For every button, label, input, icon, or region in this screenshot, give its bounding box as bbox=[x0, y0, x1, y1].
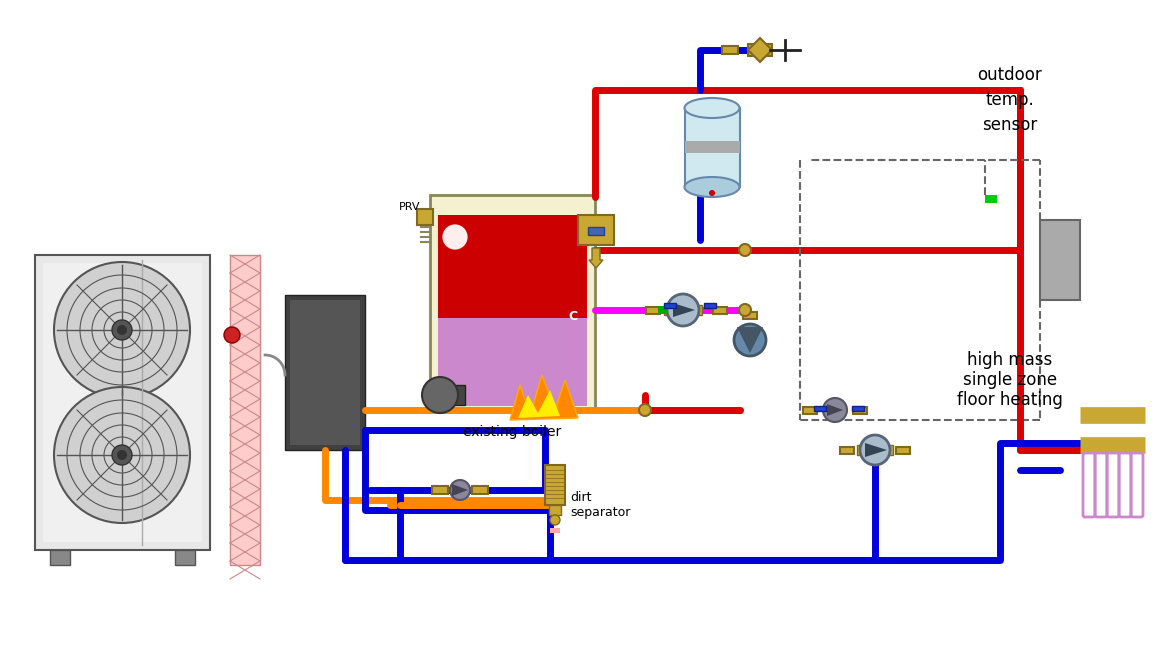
Bar bbox=[472, 486, 488, 494]
Circle shape bbox=[117, 450, 128, 460]
Circle shape bbox=[667, 294, 698, 326]
Bar bbox=[853, 407, 867, 414]
Bar bbox=[665, 305, 670, 315]
Bar bbox=[431, 195, 596, 410]
Text: existing boiler: existing boiler bbox=[463, 425, 562, 439]
Bar bbox=[1040, 220, 1080, 300]
Circle shape bbox=[441, 223, 469, 251]
Bar bbox=[856, 445, 863, 455]
Circle shape bbox=[734, 324, 766, 356]
Polygon shape bbox=[827, 404, 844, 416]
Bar bbox=[589, 227, 604, 235]
Bar bbox=[43, 263, 202, 542]
Bar bbox=[578, 215, 614, 245]
Circle shape bbox=[54, 387, 190, 523]
Polygon shape bbox=[748, 38, 772, 62]
Bar bbox=[814, 406, 826, 411]
Bar bbox=[665, 303, 676, 308]
Bar bbox=[704, 303, 716, 308]
Bar bbox=[545, 465, 565, 505]
Circle shape bbox=[709, 190, 715, 196]
Ellipse shape bbox=[684, 98, 739, 118]
Bar bbox=[549, 505, 560, 515]
Polygon shape bbox=[737, 327, 763, 353]
Bar bbox=[658, 306, 668, 314]
Bar bbox=[550, 528, 560, 533]
Bar bbox=[743, 312, 757, 319]
Text: dirt
separator: dirt separator bbox=[570, 491, 631, 519]
Circle shape bbox=[739, 244, 751, 256]
Circle shape bbox=[550, 515, 560, 525]
Circle shape bbox=[422, 377, 457, 413]
Bar bbox=[722, 46, 738, 54]
Bar bbox=[230, 255, 260, 565]
Bar bbox=[713, 307, 727, 314]
Text: temp.: temp. bbox=[985, 91, 1034, 109]
Polygon shape bbox=[865, 443, 887, 457]
Bar bbox=[438, 215, 587, 318]
Bar bbox=[985, 195, 997, 203]
Circle shape bbox=[823, 398, 847, 422]
Bar bbox=[290, 300, 360, 445]
Bar bbox=[887, 445, 893, 455]
Circle shape bbox=[860, 435, 890, 465]
Ellipse shape bbox=[684, 177, 739, 197]
Text: C: C bbox=[569, 311, 578, 324]
Polygon shape bbox=[452, 484, 468, 496]
Bar bbox=[432, 486, 448, 494]
Bar bbox=[417, 209, 433, 225]
Circle shape bbox=[112, 320, 132, 340]
Text: single zone: single zone bbox=[963, 371, 1057, 389]
Text: sensor: sensor bbox=[983, 116, 1038, 134]
Bar bbox=[285, 295, 365, 450]
Circle shape bbox=[739, 304, 751, 316]
Bar bbox=[696, 305, 702, 315]
Bar bbox=[176, 550, 195, 565]
Circle shape bbox=[639, 404, 651, 416]
Bar bbox=[840, 447, 854, 454]
Circle shape bbox=[450, 480, 470, 500]
Text: outdoor: outdoor bbox=[978, 66, 1042, 84]
Bar bbox=[35, 255, 209, 550]
Bar bbox=[684, 108, 739, 187]
Bar bbox=[646, 307, 660, 314]
FancyArrow shape bbox=[589, 248, 603, 268]
Bar bbox=[896, 447, 910, 454]
Bar bbox=[425, 385, 464, 405]
Circle shape bbox=[117, 325, 128, 335]
Text: PRV: PRV bbox=[399, 202, 420, 212]
Circle shape bbox=[223, 327, 240, 343]
Bar bbox=[50, 550, 70, 565]
Polygon shape bbox=[673, 303, 695, 317]
Bar bbox=[438, 318, 587, 406]
Bar bbox=[803, 407, 817, 414]
Polygon shape bbox=[518, 390, 560, 418]
Text: high mass: high mass bbox=[968, 351, 1053, 369]
Circle shape bbox=[112, 445, 132, 465]
Circle shape bbox=[54, 262, 190, 398]
Bar bbox=[852, 406, 863, 411]
Bar bbox=[684, 141, 739, 153]
Text: floor heating: floor heating bbox=[957, 391, 1062, 409]
Polygon shape bbox=[510, 375, 578, 420]
Bar bbox=[748, 44, 772, 56]
